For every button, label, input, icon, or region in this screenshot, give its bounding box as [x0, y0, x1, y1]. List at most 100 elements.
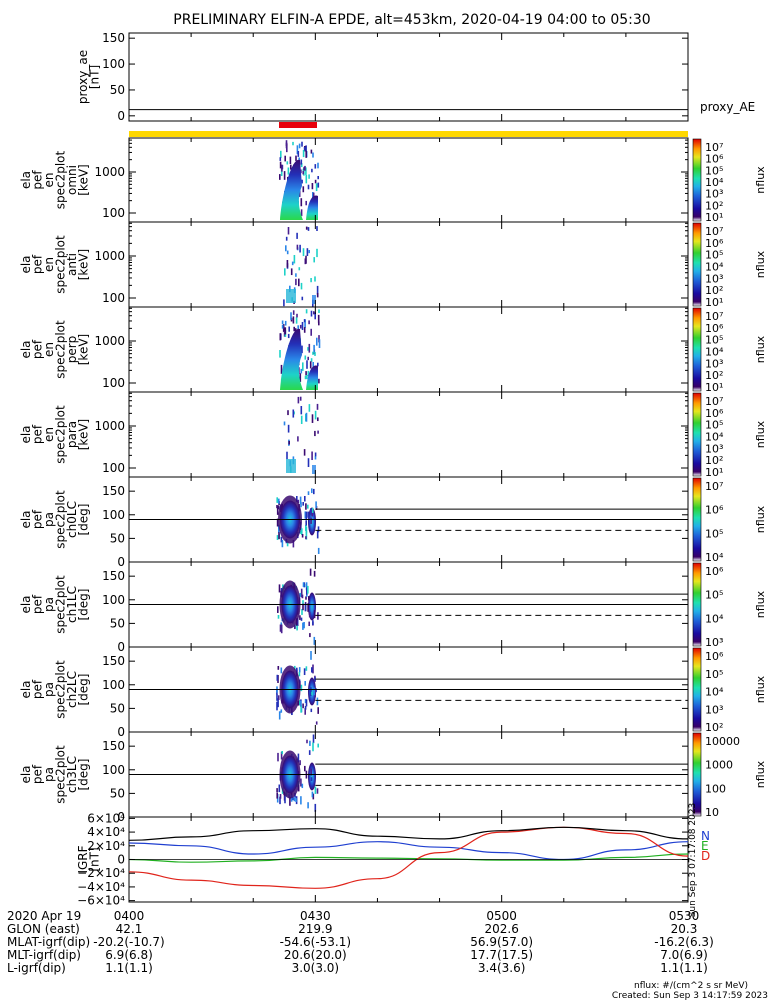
- panel-bg-3: [129, 307, 688, 392]
- spectrogram-speckle: [281, 324, 284, 329]
- spectrogram-patch-2: [312, 295, 316, 304]
- spectrogram-speckle: [299, 244, 301, 253]
- spectrogram-speckle: [293, 255, 296, 264]
- colorbar-tick-6-2: 10⁴: [705, 612, 724, 625]
- colorbar-tick-1-5: 10²: [705, 199, 723, 212]
- spectrogram-speckle: [296, 232, 298, 239]
- spectrogram-speckle: [295, 155, 297, 161]
- spectrogram-speckle: [284, 155, 286, 162]
- spectrogram-speckle: [316, 337, 318, 346]
- pa-speckle: [278, 532, 280, 540]
- pa-speckle: [284, 795, 286, 804]
- spectrogram-speckle: [297, 436, 299, 442]
- spectrogram-speckle: [317, 314, 320, 323]
- spectrogram-speckle: [303, 319, 306, 323]
- spectrogram-speckle: [315, 183, 318, 192]
- spectrogram-speckle: [314, 179, 317, 184]
- pa-speckle: [299, 615, 301, 620]
- spectrogram-speckle: [302, 170, 304, 175]
- ytick-label-6-0: 150: [102, 569, 125, 583]
- colorbar-tick-7-2: 10⁴: [705, 686, 724, 699]
- spectrogram-speckle: [280, 150, 282, 159]
- pa-speckle: [304, 705, 307, 710]
- colorbar-tick-3-6: 10¹: [705, 381, 723, 394]
- pa-speckle: [300, 502, 302, 508]
- spectrogram-speckle: [306, 360, 308, 369]
- spectrogram-speckle: [307, 370, 310, 377]
- spectrogram-speckle: [304, 165, 306, 171]
- ytick-label-7-0: 150: [102, 654, 125, 668]
- colorbar-tick-4-6: 10¹: [705, 466, 723, 479]
- pa-speckle: [311, 791, 314, 798]
- spectrogram-speckle: [296, 244, 299, 250]
- pa-speckle: [306, 587, 308, 595]
- pa-speckle: [296, 617, 299, 627]
- pa-speckle: [290, 795, 293, 802]
- pa-speckle: [314, 786, 317, 794]
- spectrogram-speckle: [311, 451, 313, 461]
- ylabel-line-2-4: anti: [65, 253, 79, 276]
- pa-speckle: [312, 620, 314, 625]
- spectrogram-speckle: [295, 273, 297, 277]
- spectrogram-speckle: [308, 404, 311, 412]
- colorbar-tick-4-2: 10⁵: [705, 419, 723, 432]
- pa-speckle: [313, 636, 316, 645]
- spectrogram-speckle: [279, 333, 282, 341]
- ylabel-line-6-4: ch1LC: [65, 586, 79, 623]
- footer-value-3-2: 17.7(17.5): [470, 948, 533, 962]
- igrf-legend-D: D: [701, 849, 710, 863]
- colorbar-tick-2-4: 10³: [705, 272, 723, 285]
- pa-speckle: [307, 585, 309, 594]
- spectrogram-speckle: [316, 226, 318, 231]
- pa-speckle: [299, 760, 301, 766]
- spectrogram-speckle: [300, 415, 303, 424]
- ylabel-line-3-1: pef: [31, 339, 45, 359]
- ylabel-line-3-0: ela: [19, 340, 33, 358]
- pa-speckle: [314, 803, 317, 812]
- ytick-label-5-2: 50: [110, 531, 125, 545]
- colorbar-2: [692, 222, 702, 307]
- ylabel-line-3-3: spec2plot: [54, 320, 68, 379]
- pa-speckle: [277, 752, 279, 762]
- spectrogram-speckle: [318, 309, 320, 313]
- spectrogram-speckle: [286, 161, 289, 165]
- spectrogram-speckle: [292, 409, 295, 418]
- footer-value-0-2: 0500: [486, 909, 517, 923]
- colorbar-tick-8-1: 1000: [705, 759, 733, 772]
- spectrogram-speckle: [295, 278, 297, 286]
- pa-speckle: [278, 584, 281, 593]
- ylabel-line-4-2: en: [42, 427, 56, 442]
- footer: 2020 Apr 19 0400 0430 0500 0530 GLON (east) 42…: [7, 909, 768, 1000]
- spectrogram-speckle: [313, 257, 315, 263]
- spectrogram-speckle: [312, 351, 314, 355]
- spectrogram-speckle: [301, 322, 304, 331]
- pa-speckle: [310, 517, 312, 524]
- pa-speckle: [303, 668, 306, 676]
- ylabel-line-3-5: [keV]: [77, 334, 91, 365]
- spectrogram-speckle: [299, 396, 302, 401]
- ylabel-line-7-3: spec2plot: [54, 660, 68, 719]
- spectrogram-speckle: [291, 261, 294, 266]
- spectrogram-speckle: [289, 285, 291, 293]
- spectrogram-blob-3: [306, 365, 318, 390]
- spectrogram-speckle: [287, 333, 290, 339]
- footer-row-label-3: MLT-igrf(dip): [7, 948, 81, 962]
- ylabel-line-6-2: pa: [42, 597, 56, 612]
- ytick-label-3-1: 100: [102, 376, 125, 390]
- pa-speckle: [301, 783, 304, 789]
- spectrogram-speckle: [312, 192, 315, 200]
- pa-speckle: [277, 606, 279, 613]
- pa-speckle: [305, 596, 307, 600]
- spectrogram-speckle: [314, 312, 316, 320]
- pa-speckle: [305, 503, 307, 510]
- pa-speckle: [302, 600, 304, 604]
- pa-speckle: [278, 711, 281, 720]
- spectrogram-speckle: [307, 356, 309, 361]
- pa-speckle: [307, 511, 309, 518]
- spectrogram-patch-4: [312, 465, 316, 474]
- panels: 150100500proxy_AEproxy_ae[nT]1000100elap…: [19, 31, 767, 917]
- colorbar-label-8: nflux: [754, 760, 767, 788]
- pa-speckle: [281, 540, 284, 548]
- pa-speckle: [310, 768, 312, 776]
- ylabel-line-7-5: [deg]: [77, 674, 91, 706]
